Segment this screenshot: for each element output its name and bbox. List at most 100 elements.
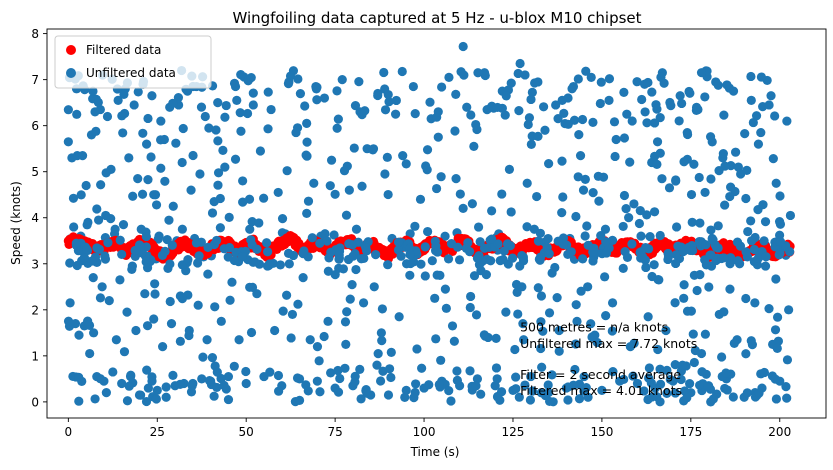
x-tick-label: 50 [239,425,254,439]
unfiltered-point [622,252,633,262]
unfiltered-point [333,387,344,397]
unfiltered-point [63,105,73,115]
unfiltered-point [701,369,711,379]
unfiltered-point [473,68,483,78]
unfiltered-point [150,289,160,299]
unfiltered-point [515,261,525,271]
annotation-500m: 500 metres = n/a knots [520,319,668,334]
unfiltered-point [133,87,143,97]
y-tick-label: 5 [31,165,39,179]
x-axis: 0 25 50 75 100 125 150 175 200 [65,418,791,439]
unfiltered-point [522,178,532,188]
unfiltered-point [527,87,537,97]
unfiltered-band-series [71,211,795,280]
unfiltered-point [773,336,783,346]
unfiltered-point [679,157,689,167]
unfiltered-point [563,119,573,129]
unfiltered-point [303,196,314,206]
unfiltered-point [444,386,454,396]
unfiltered-point [151,200,162,210]
unfiltered-point [247,282,258,292]
unfiltered-point [747,236,757,246]
unfiltered-point [89,328,99,338]
unfiltered-point [703,382,713,392]
unfiltered-point [248,257,258,267]
unfiltered-point [309,178,319,188]
unfiltered-point [314,356,324,366]
unfiltered-point [236,126,246,136]
unfiltered-point [514,392,524,402]
unfiltered-point [539,102,549,112]
unfiltered-point [452,366,462,376]
legend-marker-unfiltered [66,68,76,78]
unfiltered-point [568,380,579,390]
unfiltered-point [124,153,134,163]
unfiltered-point [785,246,795,257]
unfiltered-point [499,246,509,256]
unfiltered-point [652,104,662,114]
unfiltered-point [380,169,390,179]
unfiltered-point [131,325,141,336]
unfiltered-point [513,309,523,319]
unfiltered-point [74,330,84,340]
unfiltered-point [533,236,544,246]
unfiltered-point [273,370,284,381]
unfiltered-point [263,124,273,134]
unfiltered-point [450,126,460,136]
unfiltered-point [608,367,618,377]
unfiltered-point [104,296,114,306]
unfiltered-point [522,222,532,232]
unfiltered-point [581,66,591,76]
unfiltered-point [526,94,536,105]
unfiltered-point [119,89,129,100]
unfiltered-point [262,238,272,248]
unfiltered-point [472,374,483,384]
unfiltered-point [102,111,113,122]
unfiltered-point [472,124,482,135]
unfiltered-point [742,388,752,398]
unfiltered-point [246,73,256,83]
unfiltered-point [373,349,383,359]
unfiltered-point [235,108,245,118]
unfiltered-point [103,238,113,248]
unfiltered-point [729,338,739,348]
unfiltered-point [713,221,723,231]
unfiltered-point [718,149,728,159]
x-tick-label: 100 [413,425,436,439]
unfiltered-point [451,89,461,99]
unfiltered-point [360,106,370,116]
unfiltered-point [770,325,781,335]
unfiltered-point [273,187,283,198]
unfiltered-point [583,240,593,250]
unfiltered-point [371,250,381,260]
unfiltered-point [538,326,548,336]
unfiltered-point [400,392,410,402]
unfiltered-point [423,226,433,237]
unfiltered-point [596,77,606,87]
unfiltered-point [127,264,137,275]
unfiltered-point [689,357,699,368]
unfiltered-point [147,376,157,386]
unfiltered-point [411,379,421,389]
y-tick-label: 8 [31,27,39,41]
unfiltered-point [369,282,379,292]
unfiltered-point [775,236,786,247]
unfiltered-point [685,378,695,389]
unfiltered-point [665,97,675,108]
unfiltered-point [533,283,543,293]
unfiltered-point [746,71,756,82]
unfiltered-point [408,81,418,92]
unfiltered-point [372,360,382,370]
unfiltered-point [552,293,562,303]
unfiltered-point [72,109,82,119]
unfiltered-point [141,396,152,407]
unfiltered-point [771,178,781,188]
unfiltered-point [398,151,408,161]
unfiltered-point [645,232,655,242]
unfiltered-point [627,239,637,249]
unfiltered-point [344,185,354,195]
unfiltered-point [772,312,783,322]
unfiltered-point [551,100,561,110]
y-tick-label: 4 [31,211,39,225]
unfiltered-point [491,333,501,343]
